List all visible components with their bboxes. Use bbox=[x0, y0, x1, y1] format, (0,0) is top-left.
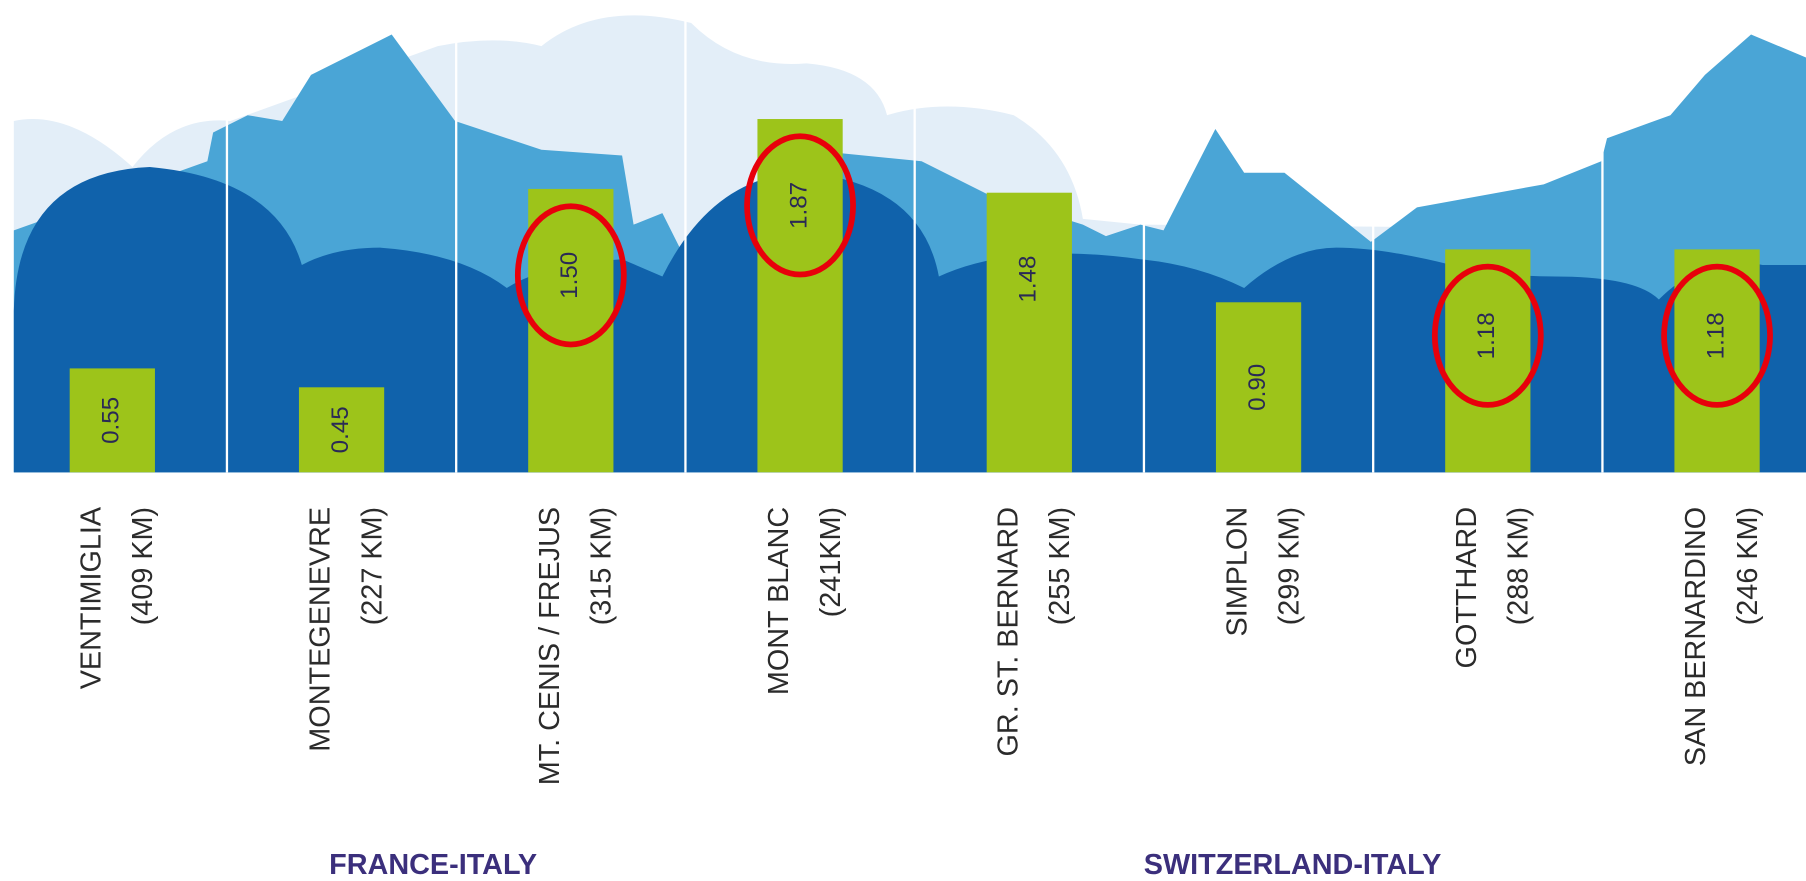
category-distance: (409 KM) bbox=[127, 507, 159, 625]
bar bbox=[986, 192, 1072, 473]
category-label: GR. ST. BERNARD bbox=[992, 507, 1024, 757]
value-label: 0.55 bbox=[98, 397, 125, 444]
bar bbox=[69, 368, 155, 473]
category-label: VENTIMIGLIA bbox=[75, 506, 107, 689]
value-label: 0.90 bbox=[1244, 364, 1271, 411]
value-label: 1.18 bbox=[1702, 312, 1729, 359]
bar bbox=[1445, 249, 1531, 473]
category-label: MONTEGENEVRE bbox=[305, 507, 337, 752]
value-label: 1.48 bbox=[1015, 256, 1042, 303]
bar bbox=[1215, 302, 1302, 473]
category-label: SAN BERNARDINO bbox=[1680, 507, 1712, 766]
highlight-circle bbox=[744, 133, 856, 278]
category-distance: (255 KM) bbox=[1044, 507, 1076, 625]
value-label: 1.87 bbox=[785, 182, 812, 229]
category-label: MT. CENIS / FREJUS bbox=[534, 507, 566, 785]
value-label: 1.18 bbox=[1473, 312, 1500, 359]
front-hills bbox=[13, 167, 1806, 473]
group-label: SWITZERLAND-ITALY bbox=[1144, 849, 1442, 881]
bar bbox=[298, 387, 385, 473]
plot: 0.55 VENTIMIGLIA (409 KM) 0.45 MONTEGENEVRE (… bbox=[13, 15, 1806, 881]
value-label: 0.45 bbox=[327, 406, 354, 453]
value-label: 1.50 bbox=[556, 252, 583, 299]
category-distance: (227 KM) bbox=[356, 507, 388, 625]
category-distance: (241KM) bbox=[815, 507, 847, 617]
category-label: SIMPLON bbox=[1222, 507, 1254, 637]
highlight-circle bbox=[1661, 263, 1773, 408]
highlight-circle bbox=[514, 203, 627, 348]
category-label: GOTTHARD bbox=[1451, 507, 1483, 669]
highlight-circle bbox=[1431, 263, 1544, 408]
category-distance: (299 KM) bbox=[1273, 507, 1305, 625]
category-distance: (288 KM) bbox=[1503, 507, 1535, 625]
group-label: FRANCE-ITALY bbox=[329, 849, 537, 881]
category-distance: (246 KM) bbox=[1732, 507, 1764, 625]
bar bbox=[1674, 249, 1760, 473]
bar bbox=[757, 119, 843, 473]
category-distance: (315 KM) bbox=[586, 507, 618, 625]
category-label: MONT BLANC bbox=[763, 507, 795, 695]
